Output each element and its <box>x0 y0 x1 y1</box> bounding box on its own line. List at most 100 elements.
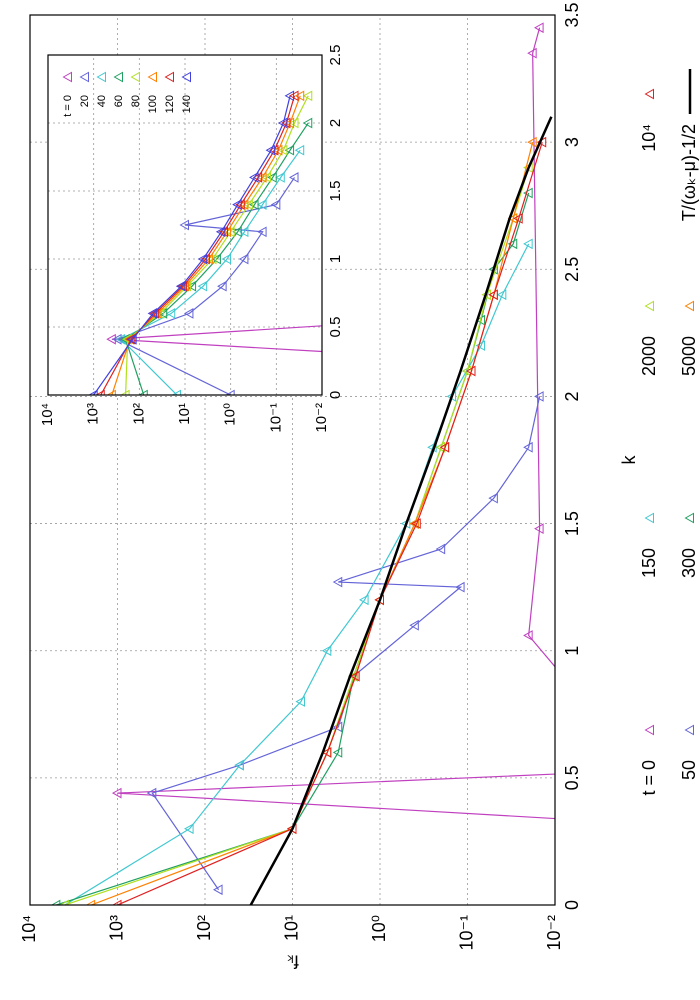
data-point <box>249 199 259 210</box>
y-tick-label: 10¹ <box>176 403 193 425</box>
x-tick-label: 2 <box>562 391 582 401</box>
data-point <box>302 90 313 102</box>
data-point <box>217 280 227 292</box>
legend-marker <box>113 71 123 83</box>
data-point <box>455 581 465 593</box>
series-line <box>249 116 553 905</box>
legend-label: 40 <box>96 95 108 107</box>
x-tick-label: 2.5 <box>562 257 582 282</box>
data-point <box>203 253 213 265</box>
data-point <box>106 389 116 395</box>
y-tick-label: 10⁰ <box>222 403 239 426</box>
legend-marker <box>164 71 174 83</box>
legend-marker <box>644 88 654 100</box>
data-point <box>277 117 288 129</box>
legend-label: 150 <box>639 548 659 578</box>
y-tick-label: 10² <box>194 915 214 941</box>
x-tick-label: 0 <box>327 391 344 399</box>
data-point <box>268 144 279 156</box>
plot-frame <box>47 54 323 396</box>
data-point <box>638 819 646 828</box>
data-point <box>197 280 208 292</box>
data-point <box>235 199 245 210</box>
legend-marker <box>147 71 157 83</box>
legend-marker <box>181 71 191 83</box>
series-line <box>100 95 296 395</box>
y-tick-label: 10² <box>130 403 147 425</box>
x-tick-label: 1.5 <box>327 181 344 202</box>
data-point <box>270 199 281 210</box>
y-tick-label: 10¹ <box>281 915 301 941</box>
data-point <box>534 22 544 34</box>
legend-label: 20 <box>79 95 91 107</box>
data-point <box>213 884 223 896</box>
series-line <box>116 177 296 395</box>
data-point <box>257 226 267 238</box>
x-tick-label: 2 <box>327 119 344 127</box>
y-tick-label: 10⁴ <box>39 403 56 426</box>
legend-label: t = 0 <box>639 760 659 796</box>
x-tick-label: 2.5 <box>327 45 344 66</box>
rotated-plot: 0 0.5 1 1.5 2 2.5 3 3.5 10⁻² 10⁻¹ 10⁰ 10¹ 10² 10³ 10⁴ k… <box>19 2 699 971</box>
data-point <box>234 759 244 771</box>
x-tick-label: 1.5 <box>562 511 582 536</box>
data-point <box>257 199 267 210</box>
y-tick-label: 10⁻¹ <box>267 403 284 433</box>
legend-label: 300 <box>679 548 699 578</box>
legend-marker <box>130 71 140 83</box>
series-line <box>117 27 555 825</box>
data-point <box>218 226 228 238</box>
data-point <box>527 136 537 148</box>
data-point <box>348 670 358 682</box>
x-tick-label: 1 <box>562 646 582 656</box>
data-point <box>523 238 533 250</box>
legend-label: 5000 <box>679 336 699 376</box>
legend-label: 80 <box>130 95 142 107</box>
data-point <box>363 350 371 359</box>
legend-marker <box>644 724 654 736</box>
data-point <box>215 226 226 238</box>
legend-label: T/(ωₖ-μ)-1/2 <box>679 124 699 221</box>
data-point <box>146 787 157 799</box>
y-tick-label: 10⁻¹ <box>456 915 476 951</box>
x-tick-label: 0.5 <box>327 317 344 338</box>
x-tick-label: 0.5 <box>562 765 582 790</box>
data-point <box>175 280 186 292</box>
data-point <box>363 318 371 327</box>
data-point <box>179 219 189 231</box>
data-point <box>267 172 277 183</box>
data-point <box>284 90 295 102</box>
x-tick-label: 0 <box>562 900 582 910</box>
data-point <box>275 172 285 183</box>
data-point <box>288 172 299 183</box>
series-line <box>64 243 530 905</box>
legend-marker <box>684 512 694 524</box>
data-point <box>411 518 421 529</box>
data-point <box>111 899 122 905</box>
plot-area <box>88 90 371 395</box>
legend-label: t = 0 <box>62 95 74 117</box>
data-point <box>321 645 332 657</box>
data-point <box>85 899 96 905</box>
y-tick-label: 10³ <box>85 403 102 425</box>
x-tick-label: 3 <box>562 137 582 147</box>
series-line <box>151 396 541 891</box>
series-line <box>117 141 543 905</box>
legend-marker <box>79 71 89 83</box>
y-tick-label: 10⁰ <box>369 915 389 942</box>
legend-label: 120 <box>164 95 176 113</box>
legend-marker <box>644 512 654 524</box>
data-point <box>171 389 181 395</box>
data-point <box>127 333 137 345</box>
data-point <box>232 226 242 238</box>
series-line <box>111 322 322 355</box>
data-point <box>50 899 61 905</box>
data-point <box>439 441 450 453</box>
data-point <box>409 518 419 529</box>
data-point <box>265 144 276 156</box>
data-point <box>277 144 288 156</box>
legend-marker <box>62 71 72 83</box>
legend-label: 2000 <box>639 336 659 376</box>
data-point <box>238 226 249 238</box>
